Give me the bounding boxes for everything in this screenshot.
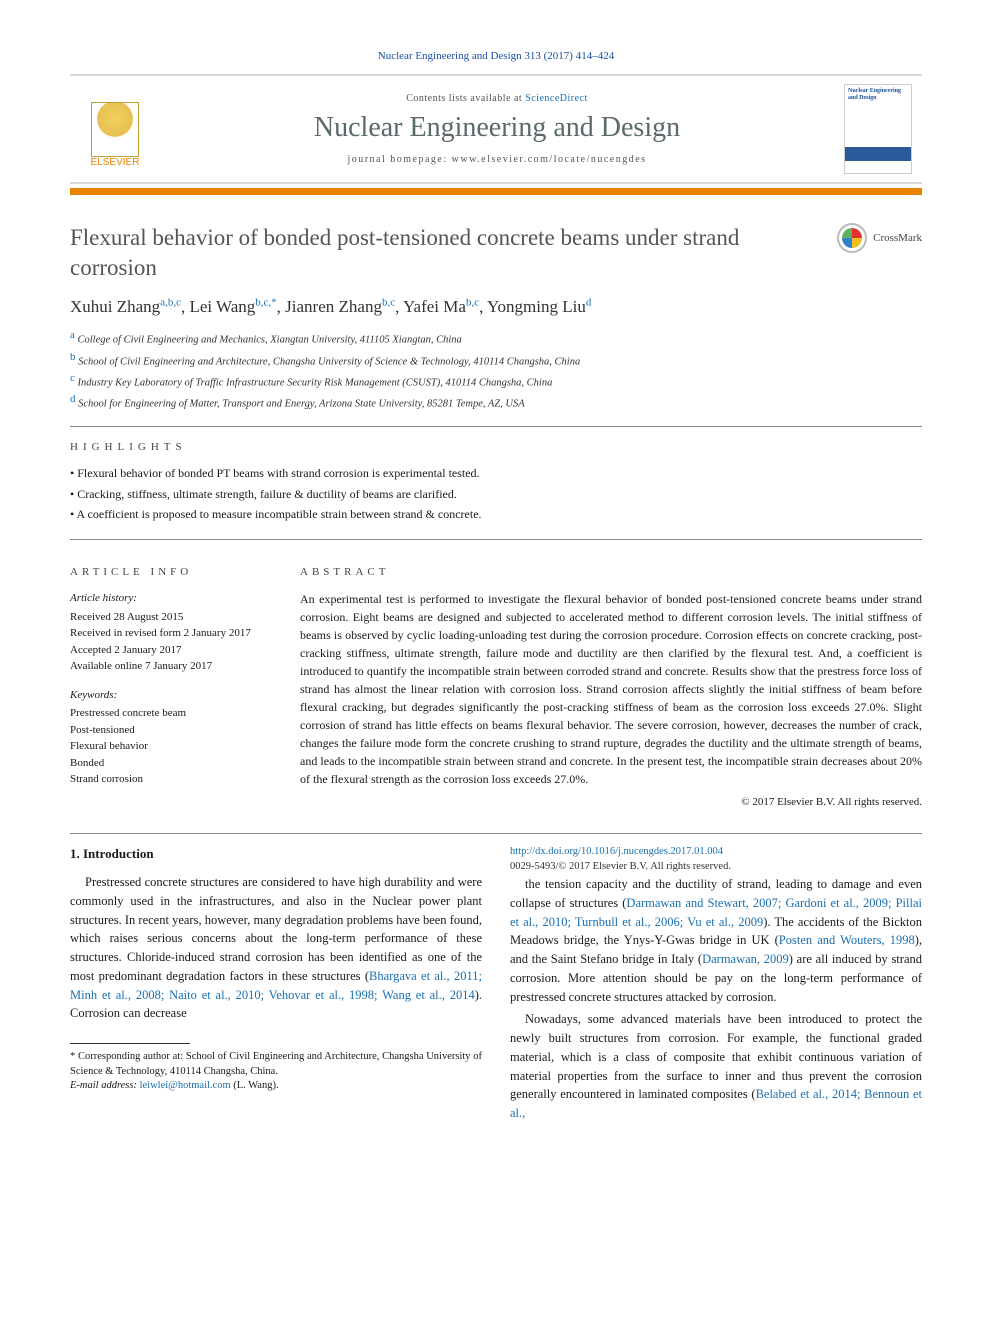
divider	[70, 539, 922, 540]
author-affil-link[interactable]: b,c,*	[255, 297, 276, 309]
footer-block: http://dx.doi.org/10.1016/j.nucengdes.20…	[510, 844, 922, 876]
keyword: Flexural behavior	[70, 738, 270, 755]
email-link[interactable]: leiwlei@hotmail.com	[140, 1080, 231, 1091]
elsevier-logo[interactable]: ELSEVIER	[80, 90, 150, 168]
highlights-label: HIGHLIGHTS	[70, 441, 922, 453]
abstract: ABSTRACT An experimental test is perform…	[300, 550, 922, 811]
authors-line: Xuhui Zhanga,b,c, Lei Wangb,c,*, Jianren…	[70, 297, 922, 318]
journal-name: Nuclear Engineering and Design	[150, 112, 844, 144]
header-citation: Nuclear Engineering and Design 313 (2017…	[70, 50, 922, 62]
highlights-list: Flexural behavior of bonded PT beams wit…	[70, 463, 922, 524]
author: Lei Wangb,c,*	[189, 297, 276, 316]
history-item: Received in revised form 2 January 2017	[70, 625, 270, 642]
email-line: E-mail address: leiwlei@hotmail.com (L. …	[70, 1079, 482, 1094]
footnote-rule	[70, 1043, 190, 1044]
abstract-label: ABSTRACT	[300, 564, 922, 581]
divider	[70, 426, 922, 427]
author: Xuhui Zhanga,b,c	[70, 297, 181, 316]
history-item: Available online 7 January 2017	[70, 658, 270, 675]
elsevier-tree-icon	[91, 102, 139, 157]
doi-link[interactable]: http://dx.doi.org/10.1016/j.nucengdes.20…	[510, 846, 723, 857]
author-affil-link[interactable]: b,c	[382, 297, 395, 309]
history-item: Accepted 2 January 2017	[70, 642, 270, 659]
journal-cover-thumb: Nuclear Engineering and Design	[844, 84, 912, 174]
keyword: Post-tensioned	[70, 722, 270, 739]
highlight-item: A coefficient is proposed to measure inc…	[70, 504, 922, 524]
crossmark-label: CrossMark	[873, 232, 922, 244]
keyword: Prestressed concrete beam	[70, 705, 270, 722]
article-title: Flexural behavior of bonded post-tension…	[70, 223, 817, 283]
crossmark-badge[interactable]: CrossMark	[837, 223, 922, 253]
author-affil-link[interactable]: b,c	[466, 297, 479, 309]
highlight-item: Cracking, stiffness, ultimate strength, …	[70, 484, 922, 504]
citation-link[interactable]: Darmawan, 2009	[702, 952, 789, 966]
highlight-item: Flexural behavior of bonded PT beams wit…	[70, 463, 922, 483]
keywords-header: Keywords:	[70, 687, 270, 704]
elsevier-label: ELSEVIER	[91, 157, 140, 168]
author-affil-link[interactable]: d	[586, 297, 592, 309]
abstract-text: An experimental test is performed to inv…	[300, 590, 922, 788]
journal-homepage: journal homepage: www.elsevier.com/locat…	[150, 154, 844, 165]
author: Yongming Liud	[487, 297, 591, 316]
crossmark-icon	[837, 223, 867, 253]
citation-link[interactable]: Posten and Wouters, 1998	[779, 933, 915, 947]
article-info: ARTICLE INFO Article history: Received 2…	[70, 550, 270, 811]
sciencedirect-link[interactable]: ScienceDirect	[525, 93, 588, 104]
author-affil-link[interactable]: a,b,c	[160, 297, 181, 309]
affiliations: a College of Civil Engineering and Mecha…	[70, 327, 922, 412]
body-paragraph: the tension capacity and the ductility o…	[510, 875, 922, 1006]
body-paragraph: Nowadays, some advanced materials have b…	[510, 1010, 922, 1123]
keyword: Bonded	[70, 755, 270, 772]
author: Yafei Mab,c	[403, 297, 479, 316]
journal-header: ELSEVIER Contents lists available at Sci…	[70, 74, 922, 184]
corresponding-author: * Corresponding author at: School of Civ…	[70, 1050, 482, 1079]
history-item: Received 28 August 2015	[70, 609, 270, 626]
body-columns: 1. Introduction Prestressed concrete str…	[70, 844, 922, 1123]
footnotes: * Corresponding author at: School of Civ…	[70, 1050, 482, 1094]
section-heading: 1. Introduction	[70, 844, 482, 864]
author: Jianren Zhangb,c	[285, 297, 395, 316]
body-paragraph: Prestressed concrete structures are cons…	[70, 873, 482, 1023]
abstract-copyright: © 2017 Elsevier B.V. All rights reserved…	[300, 794, 922, 811]
contents-available: Contents lists available at ScienceDirec…	[150, 93, 844, 104]
history-header: Article history:	[70, 590, 270, 607]
orange-divider	[70, 188, 922, 195]
divider	[70, 833, 922, 834]
issn-line: 0029-5493/© 2017 Elsevier B.V. All right…	[510, 859, 922, 875]
article-info-label: ARTICLE INFO	[70, 564, 270, 581]
keyword: Strand corrosion	[70, 771, 270, 788]
